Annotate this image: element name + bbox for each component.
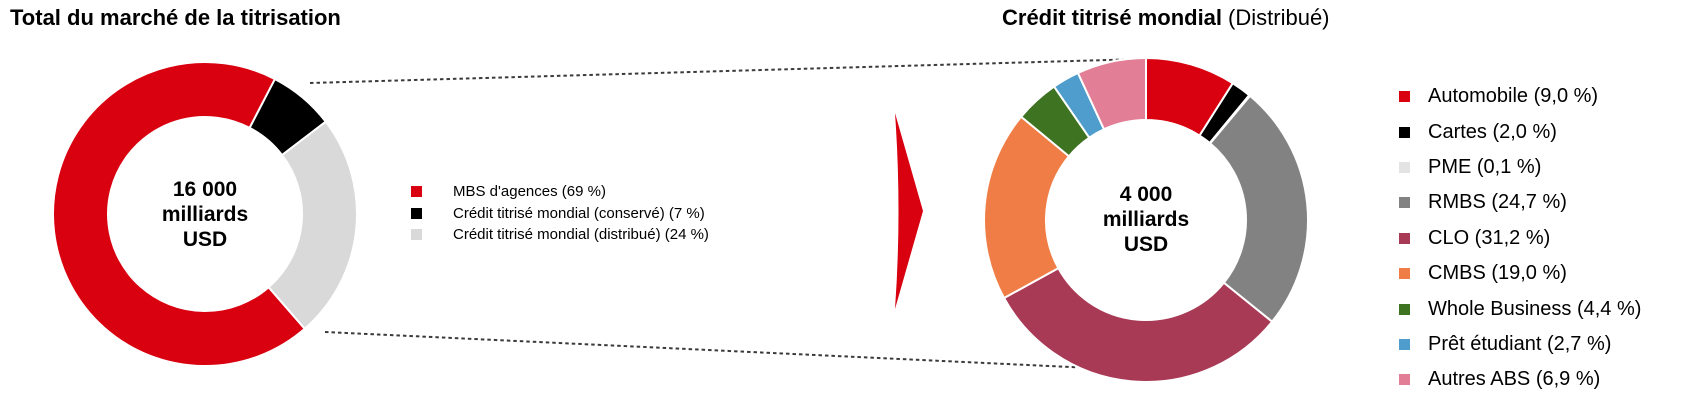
donut-slice-autres-abs bbox=[1076, 56, 1147, 131]
center-line: 4 000 bbox=[1119, 183, 1173, 206]
right-legend: Automobile (9,0 %) Cartes (2,0 %) PME (0,1… bbox=[1399, 79, 1641, 398]
center-line: 16 000 bbox=[172, 178, 238, 201]
legend-item-whole-business: Whole Business (4,4 %) bbox=[1399, 291, 1641, 326]
legend-item-pme: PME (0,1 %) bbox=[1399, 150, 1641, 185]
center-line: USD bbox=[1123, 233, 1169, 256]
legend-item-cartes: Cartes (2,0 %) bbox=[1399, 114, 1641, 149]
legend-item-clo: CLO (31,2 %) bbox=[1399, 221, 1641, 256]
donut-chart-distributed-credit bbox=[983, 56, 1309, 383]
center-line: milliards bbox=[161, 203, 249, 226]
legend-item-rmbs: RMBS (24,7 %) bbox=[1399, 185, 1641, 220]
legend-label: Automobile (9,0 %) bbox=[1428, 85, 1599, 108]
legend-label: Crédit titrisé mondial (conservé) (7 %) bbox=[453, 204, 705, 222]
legend-label: Prêt étudiant (2,7 %) bbox=[1428, 332, 1612, 355]
legend-item-credit-titrise-mondial-distribue: Crédit titrisé mondial (distribué) (24 %… bbox=[411, 224, 709, 246]
legend-label: Crédit titrisé mondial (distribué) (24 %… bbox=[453, 226, 709, 244]
donut-slice-rmbs bbox=[1208, 94, 1309, 324]
legend-label: RMBS (24,7 %) bbox=[1428, 191, 1567, 214]
donut-slice-mbs-d-agences bbox=[52, 61, 307, 367]
arrow-shape bbox=[895, 113, 923, 309]
legend-swatch bbox=[411, 229, 422, 241]
legend-swatch bbox=[1399, 338, 1410, 350]
legend-swatch bbox=[1399, 197, 1410, 209]
legend-item-cmbs: CMBS (19,0 %) bbox=[1399, 256, 1641, 291]
left-chart-title: Total du marché de la titrisation bbox=[10, 5, 341, 30]
legend-item-mbs-d-agences: MBS d'agences (69 %) bbox=[411, 181, 709, 203]
legend-swatch bbox=[1399, 126, 1410, 138]
legend-item-credit-titrise-mondial-conserve: Crédit titrisé mondial (conservé) (7 %) bbox=[411, 203, 709, 225]
connector-line-bottom bbox=[324, 331, 1114, 370]
legend-item-autres-abs: Autres ABS (6,9 %) bbox=[1399, 362, 1641, 397]
legend-item-pret-etudiant: Prêt étudiant (2,7 %) bbox=[1399, 327, 1641, 362]
legend-swatch bbox=[1399, 268, 1410, 280]
legend-label: PME (0,1 %) bbox=[1428, 155, 1542, 178]
legend-item-automobile: Automobile (9,0 %) bbox=[1399, 79, 1641, 114]
arrow-right-icon bbox=[895, 113, 923, 309]
legend-swatch bbox=[411, 186, 422, 198]
legend-swatch bbox=[1399, 303, 1410, 315]
donut-center-value-total: 16 000 milliards USD bbox=[125, 177, 285, 252]
left-legend: MBS d'agences (69 %) Crédit titrisé mondi… bbox=[411, 181, 709, 246]
connector-line-top bbox=[309, 58, 1144, 84]
legend-swatch bbox=[1399, 374, 1410, 386]
legend-label: Cartes (2,0 %) bbox=[1428, 120, 1557, 143]
legend-swatch bbox=[411, 207, 422, 219]
legend-label: MBS d'agences (69 %) bbox=[453, 183, 606, 201]
donut-slice-credit-titrise-mondial-distribue bbox=[267, 120, 358, 331]
legend-swatch bbox=[1399, 91, 1410, 103]
center-line: USD bbox=[182, 228, 228, 251]
legend-swatch bbox=[1399, 232, 1410, 244]
donut-center-value-distributed: 4 000 milliards USD bbox=[1066, 182, 1226, 257]
legend-label: CLO (31,2 %) bbox=[1428, 226, 1551, 249]
legend-label: CMBS (19,0 %) bbox=[1428, 262, 1567, 285]
legend-swatch bbox=[1399, 161, 1410, 173]
legend-label: Autres ABS (6,9 %) bbox=[1428, 368, 1601, 391]
right-chart-title: Crédit titrisé mondial (Distribué) bbox=[1002, 5, 1330, 31]
legend-label: Whole Business (4,4 %) bbox=[1428, 297, 1642, 320]
center-line: milliards bbox=[1102, 208, 1190, 231]
donut-chart-total-market bbox=[52, 61, 358, 367]
donut-slice-clo bbox=[1002, 266, 1274, 383]
right-chart-title-main: Crédit titrisé mondial bbox=[1002, 5, 1223, 30]
right-chart-title-qualifier: (Distribué) bbox=[1228, 5, 1330, 30]
